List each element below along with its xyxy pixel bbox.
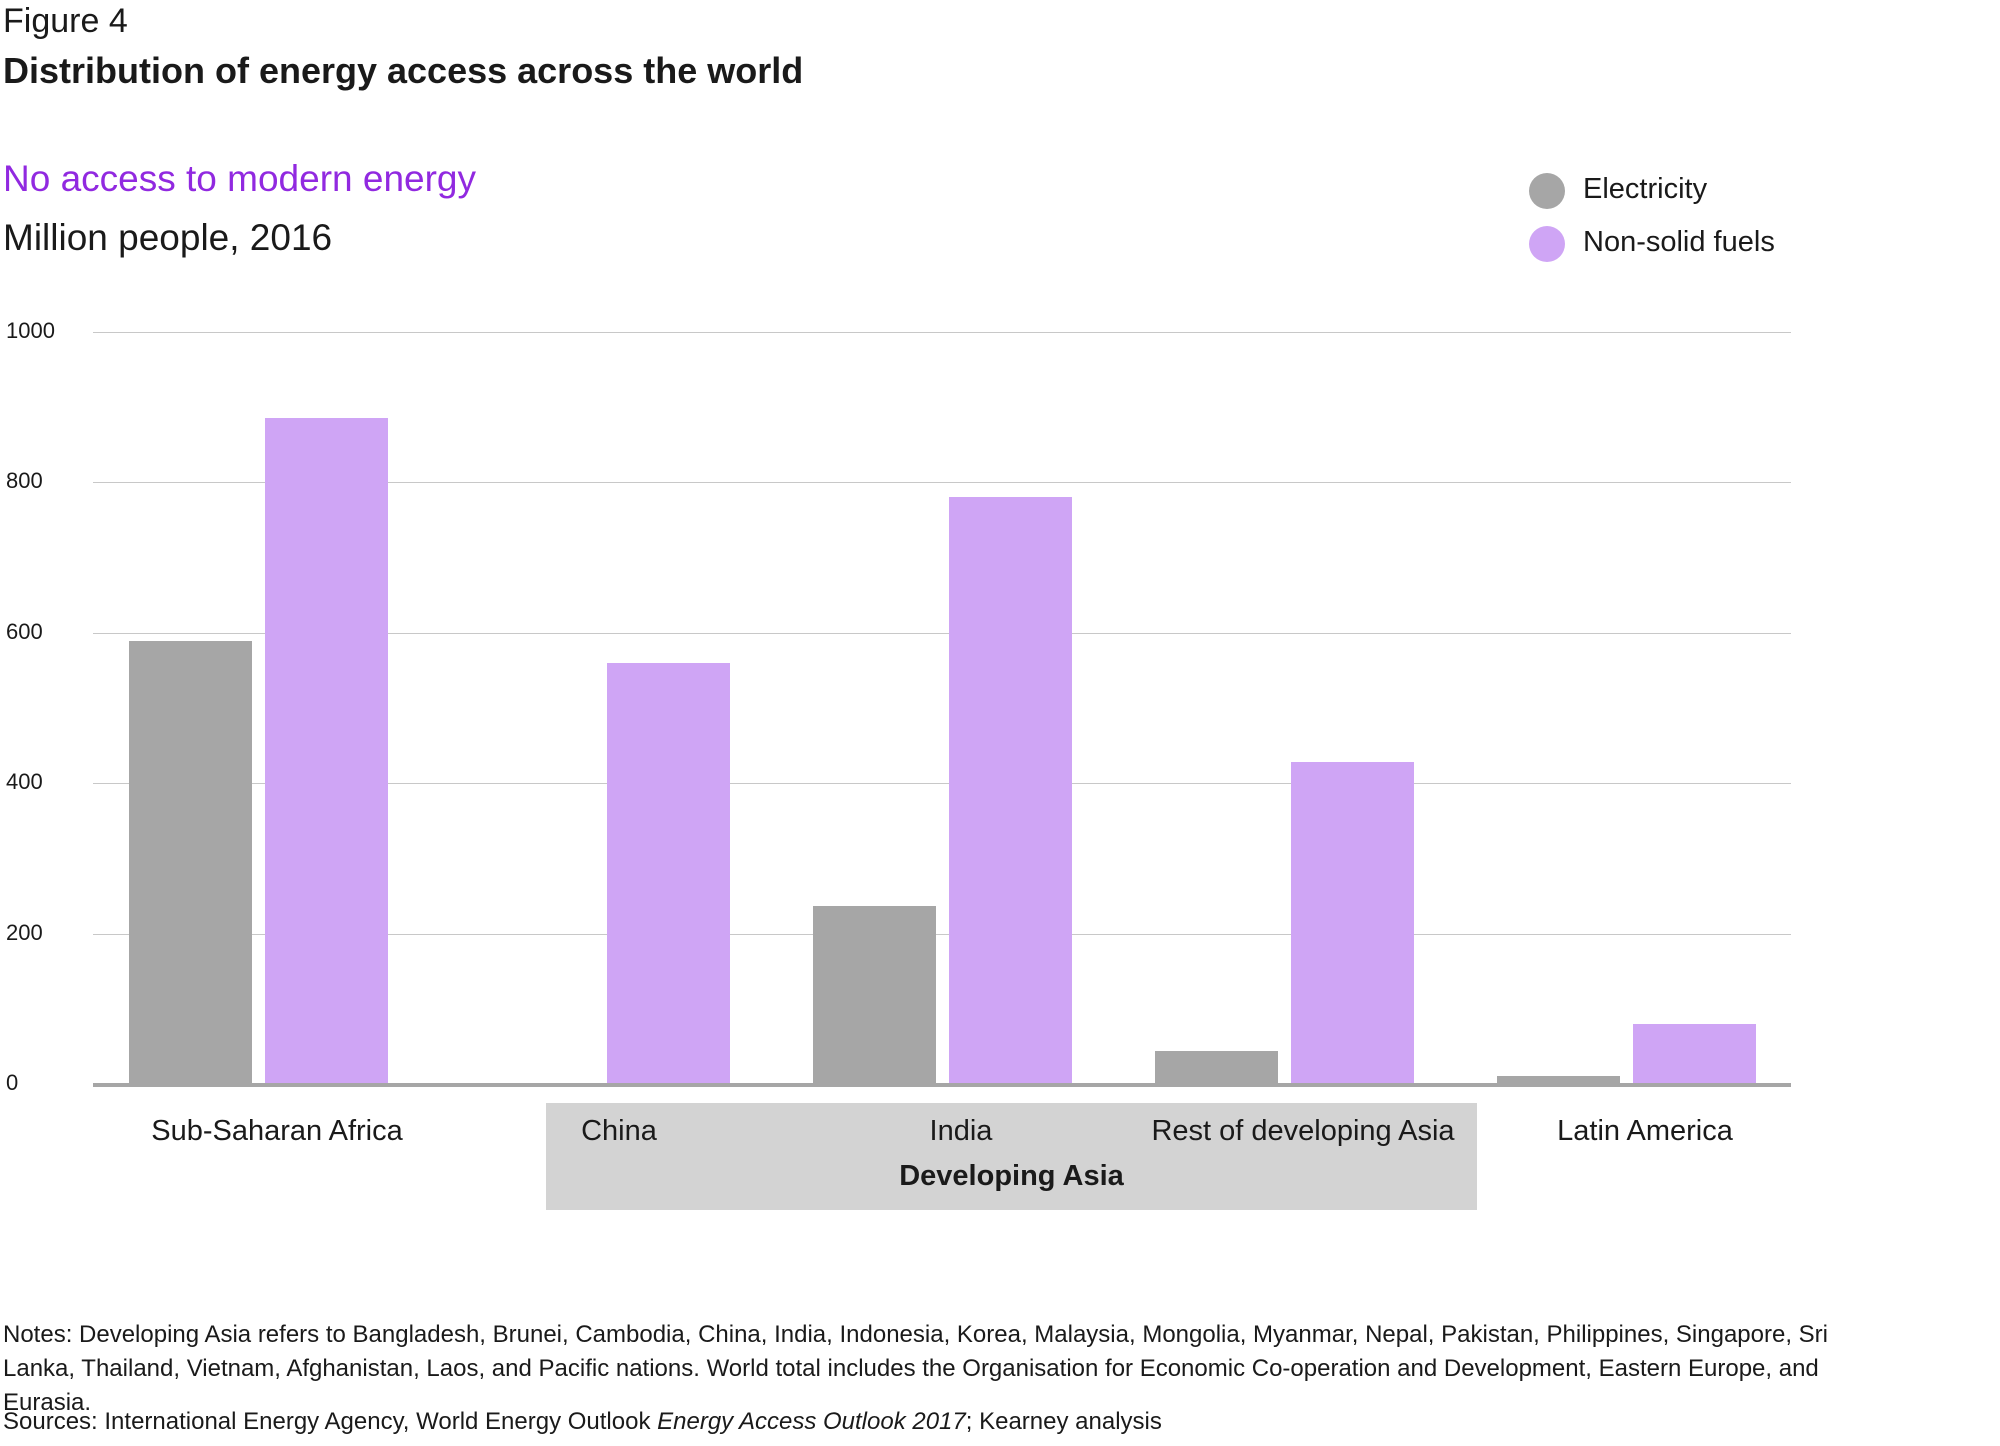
- figure-title: Distribution of energy access across the…: [3, 50, 804, 91]
- sources-suffix: ; Kearney analysis: [965, 1408, 1162, 1435]
- sources-italic: Energy Access Outlook 2017: [657, 1408, 966, 1435]
- x-tick-label: China: [581, 1115, 657, 1147]
- developing-asia-label: Developing Asia: [899, 1160, 1124, 1192]
- legend-swatch-electricity: [1529, 173, 1565, 209]
- y-tick-label: 200: [6, 919, 43, 945]
- x-tick-label: India: [929, 1115, 993, 1147]
- gridline: [93, 632, 1791, 634]
- y-tick-label: 800: [6, 468, 43, 494]
- y-tick-label: 400: [6, 769, 43, 795]
- gridline: [93, 332, 1791, 333]
- y-tick-label: 1000: [6, 318, 55, 343]
- bar-electricity: [129, 641, 252, 1084]
- bar-non-solid-fuels: [265, 418, 388, 1084]
- legend-label-non-solid-fuels: Non-solid fuels: [1583, 226, 1775, 258]
- x-tick-label: Latin America: [1557, 1115, 1733, 1147]
- bar-non-solid-fuels: [1633, 1023, 1756, 1084]
- bar-non-solid-fuels: [1291, 762, 1414, 1084]
- bar-non-solid-fuels: [607, 662, 730, 1084]
- chart-title: No access to modern energy: [3, 158, 477, 199]
- developing-asia-group-box: [546, 1103, 1477, 1210]
- notes: Notes: Developing Asia refers to Banglad…: [3, 1321, 1829, 1416]
- y-tick-label: 0: [6, 1070, 19, 1095]
- y-tick-label: 600: [6, 618, 43, 644]
- bar-electricity: [1497, 1076, 1620, 1084]
- legend-label-electricity: Electricity: [1583, 173, 1708, 205]
- y-axis-label: Million people, 2016: [3, 217, 333, 258]
- x-axis-line: [93, 1083, 1791, 1087]
- legend-swatch-non-solid-fuels: [1529, 226, 1565, 262]
- x-tick-label: Rest of developing Asia: [1151, 1115, 1455, 1147]
- figure-label: Figure 4: [3, 2, 128, 40]
- bar-electricity: [813, 905, 936, 1084]
- sources: Sources: International Energy Agency, Wo…: [3, 1408, 1162, 1436]
- gridline: [93, 482, 1791, 484]
- gridline: [93, 933, 1791, 935]
- sources-prefix: Sources: International Energy Agency, Wo…: [3, 1408, 658, 1435]
- gridline: [93, 783, 1791, 785]
- bar-non-solid-fuels: [949, 496, 1072, 1084]
- x-tick-label: Sub-Saharan Africa: [151, 1115, 403, 1147]
- bar-electricity: [1155, 1050, 1278, 1084]
